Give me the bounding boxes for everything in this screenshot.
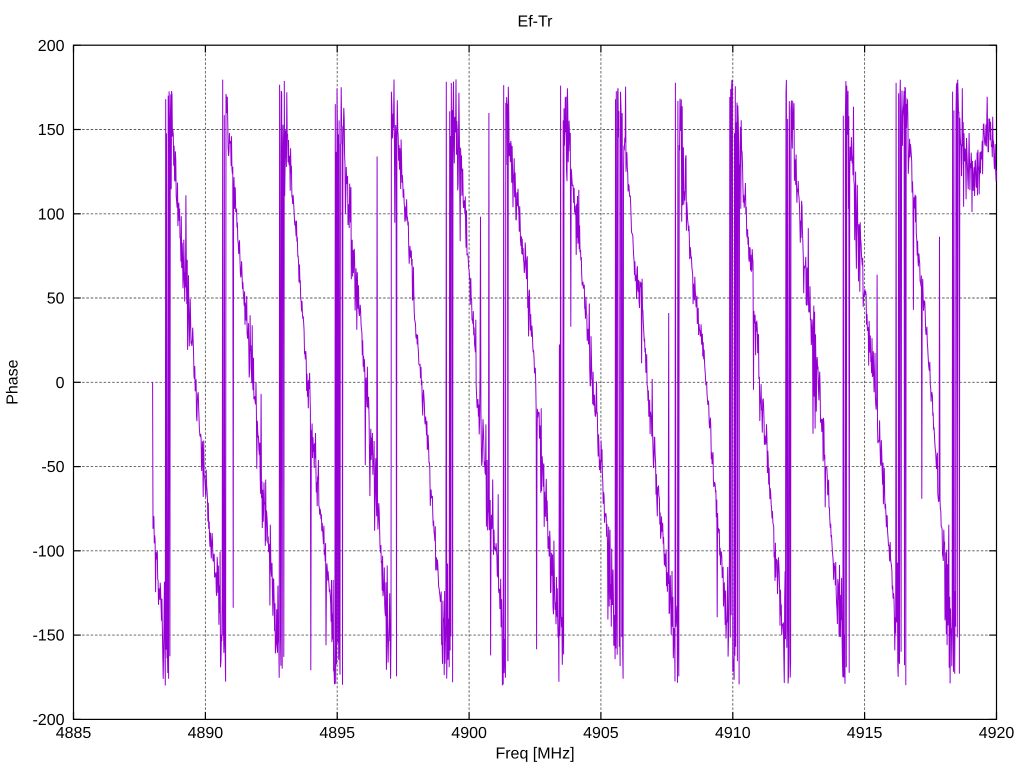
svg-text:4915: 4915 (847, 725, 883, 742)
svg-text:-100: -100 (32, 543, 64, 560)
svg-text:-200: -200 (32, 712, 64, 729)
svg-text:-50: -50 (41, 459, 64, 476)
svg-text:200: 200 (38, 38, 65, 55)
svg-text:50: 50 (47, 291, 65, 308)
svg-text:100: 100 (38, 206, 65, 223)
svg-text:150: 150 (38, 122, 65, 139)
svg-text:4895: 4895 (319, 725, 355, 742)
svg-text:4885: 4885 (56, 725, 92, 742)
svg-text:Phase: Phase (5, 359, 22, 404)
svg-text:-150: -150 (32, 628, 64, 645)
svg-text:4920: 4920 (979, 725, 1015, 742)
svg-text:0: 0 (56, 375, 65, 392)
svg-text:Freq [MHz]: Freq [MHz] (495, 746, 574, 763)
svg-text:Ef-Tr: Ef-Tr (518, 14, 554, 31)
svg-text:4910: 4910 (715, 725, 751, 742)
svg-text:4905: 4905 (583, 725, 619, 742)
svg-text:4900: 4900 (451, 725, 487, 742)
svg-text:4890: 4890 (188, 725, 224, 742)
